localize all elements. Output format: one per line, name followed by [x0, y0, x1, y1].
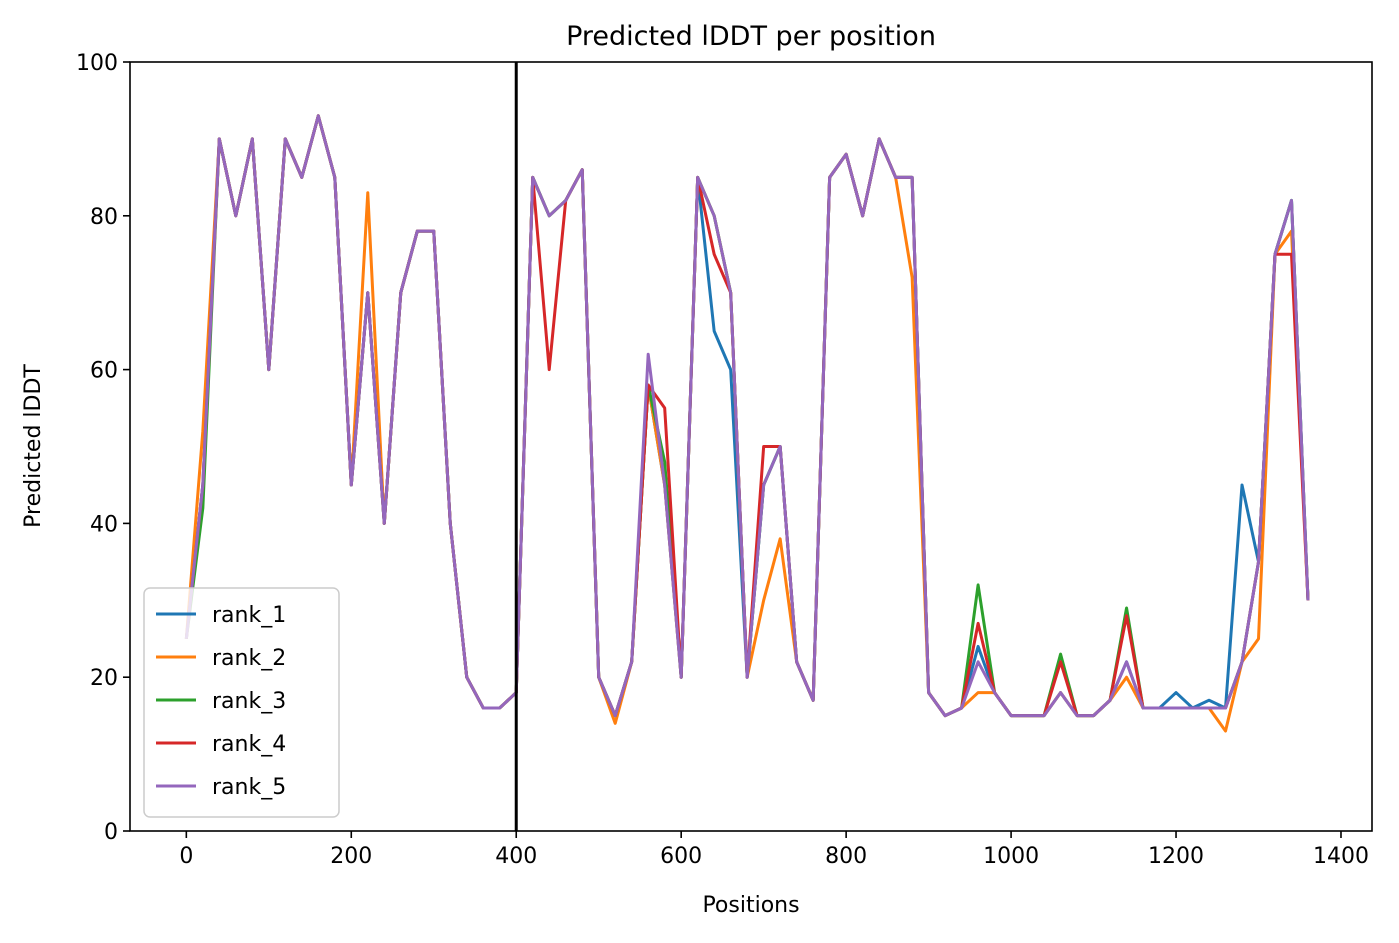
x-tick-label: 1000 [983, 844, 1039, 869]
series-line [184, 114, 1310, 733]
y-tick-label: 40 [90, 512, 118, 537]
x-tick-label: 800 [825, 844, 867, 869]
x-tick-label: 400 [495, 844, 537, 869]
y-tick-label: 0 [104, 820, 118, 845]
legend: rank_1 rank_2 rank_3 rank_4 rank_5 [143, 587, 340, 818]
y-tick-label: 80 [90, 205, 118, 230]
x-tick-label: 200 [330, 844, 372, 869]
x-tick-label: 600 [660, 844, 702, 869]
legend-label: rank_4 [212, 732, 286, 757]
legend-label: rank_1 [212, 603, 286, 628]
legend-label: rank_3 [212, 689, 286, 714]
y-tick-label: 20 [90, 666, 118, 691]
series-line [184, 114, 1310, 718]
x-tick-label: 1400 [1313, 844, 1369, 869]
legend-label: rank_5 [212, 775, 286, 800]
legend-label: rank_2 [212, 646, 286, 671]
legend-box [143, 587, 340, 818]
x-tick-label: 1200 [1148, 844, 1204, 869]
y-axis-label: Predicted lDDT [21, 364, 46, 528]
y-tick-label: 100 [76, 51, 118, 76]
y-tick-label: 60 [90, 359, 118, 384]
x-tick-label: 0 [179, 844, 193, 869]
plot-frame [129, 61, 1373, 832]
x-axis-label: Positions [702, 893, 799, 918]
chart-title: Predicted lDDT per position [566, 21, 936, 52]
